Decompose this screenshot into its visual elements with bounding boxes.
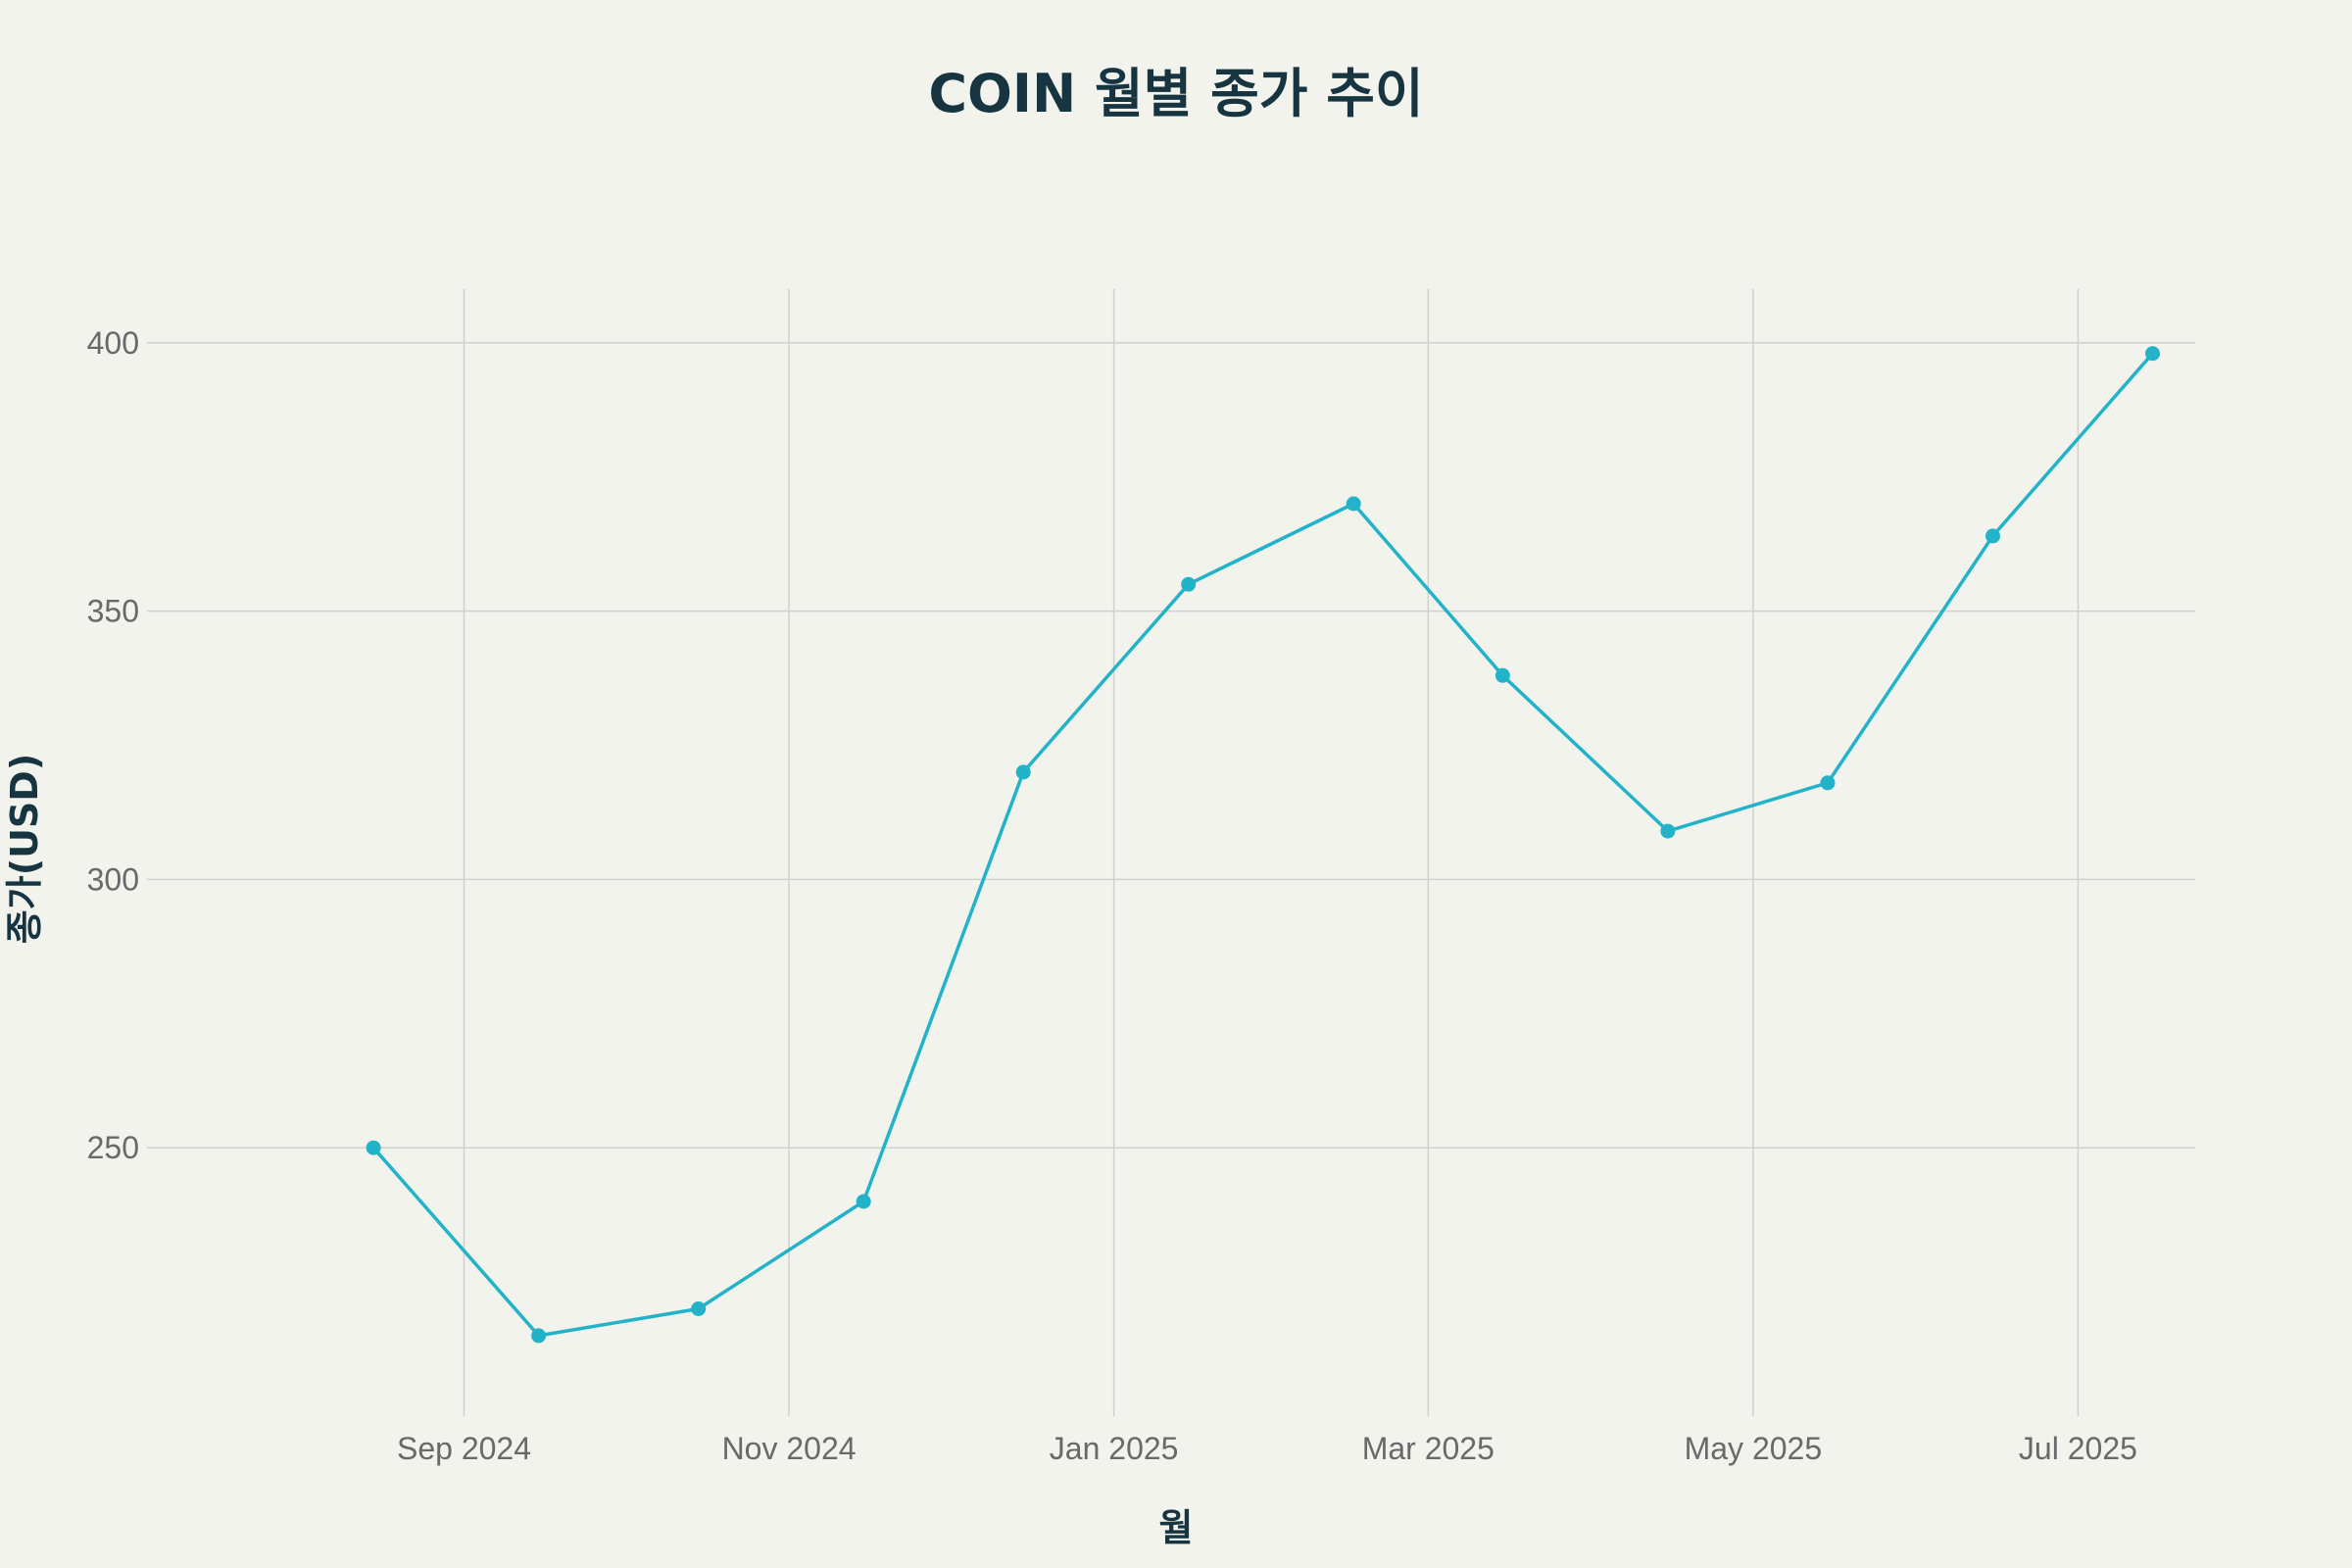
data-point[interactable]	[691, 1301, 707, 1316]
data-point[interactable]	[1015, 764, 1031, 780]
data-point[interactable]	[856, 1194, 871, 1209]
x-tick-label: Jan 2025	[1050, 1431, 1179, 1466]
y-axis-title: 종가(USD)	[3, 754, 46, 944]
data-point[interactable]	[1346, 496, 1361, 512]
data-point[interactable]	[1820, 775, 1836, 791]
data-point[interactable]	[1181, 576, 1197, 592]
x-axis-ticks: Sep 2024 Nov 2024 Jan 2025 Mar 2025 May 2025…	[397, 1431, 2137, 1466]
grid-lines	[147, 289, 2195, 1416]
x-tick-label: Nov 2024	[722, 1431, 857, 1466]
x-tick-label: Sep 2024	[397, 1431, 531, 1466]
data-point[interactable]	[366, 1140, 381, 1155]
data-point[interactable]	[2145, 346, 2160, 362]
series-layer	[366, 346, 2160, 1344]
y-tick-label: 300	[87, 861, 139, 897]
data-point[interactable]	[531, 1328, 547, 1344]
data-point[interactable]	[1660, 823, 1676, 839]
series-line	[371, 351, 2155, 1338]
y-axis-ticks: 250 300 350 400	[87, 325, 139, 1165]
x-tick-label: Mar 2025	[1362, 1431, 1494, 1466]
data-point[interactable]	[1494, 667, 1510, 683]
y-tick-label: 400	[87, 325, 139, 361]
chart-title: COIN 월별 종가 추이	[928, 63, 1423, 124]
x-tick-label: May 2025	[1685, 1431, 1823, 1466]
x-axis-title: 월	[1159, 1506, 1194, 1549]
data-point[interactable]	[1985, 528, 2000, 544]
y-tick-label: 350	[87, 594, 139, 629]
x-tick-label: Jul 2025	[2019, 1431, 2137, 1466]
y-tick-label: 250	[87, 1130, 139, 1165]
